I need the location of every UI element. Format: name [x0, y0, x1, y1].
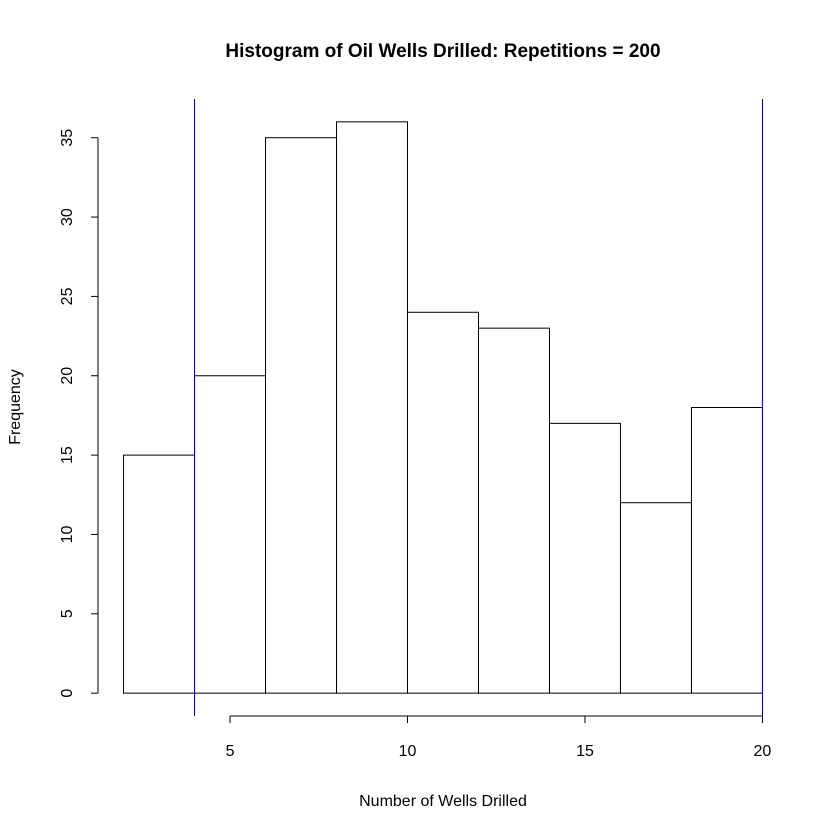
y-tick-label: 5 — [59, 609, 76, 618]
bar — [477, 327, 550, 694]
x-tick-label: 20 — [754, 743, 772, 760]
y-tick-label: 20 — [59, 367, 76, 385]
bar — [336, 121, 409, 694]
y-tick-label: 35 — [59, 129, 76, 147]
y-tick-label: 0 — [59, 689, 76, 698]
bar — [690, 407, 763, 694]
chart-title: Histogram of Oil Wells Drilled: Repetiti… — [225, 41, 660, 62]
x-tick-label: 15 — [576, 743, 594, 760]
x-tick-label: 5 — [226, 743, 235, 760]
y-tick-label: 15 — [59, 446, 76, 464]
x-tick-label: 10 — [399, 743, 417, 760]
y-axis-label: Frequency — [7, 369, 24, 445]
x-axis-label: Number of Wells Drilled — [359, 793, 527, 810]
y-tick-label: 30 — [59, 208, 76, 226]
bar — [194, 375, 267, 694]
bar — [123, 454, 196, 694]
bar — [619, 502, 692, 694]
y-tick-label: 25 — [59, 287, 76, 305]
bar — [265, 137, 338, 694]
bar — [407, 311, 479, 694]
y-tick-label: 10 — [59, 525, 76, 543]
bar — [548, 422, 621, 694]
